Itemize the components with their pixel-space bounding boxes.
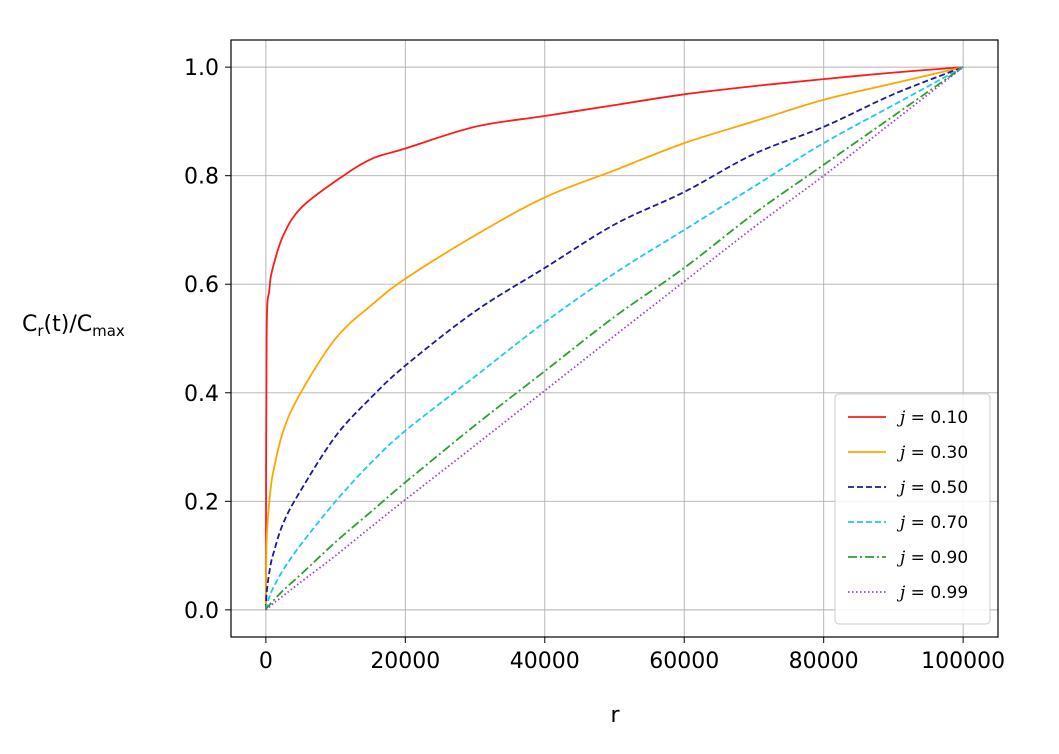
legend-item: j = 0.50: [848, 478, 968, 498]
x-tick-label: 20000: [370, 649, 440, 674]
y-axis-label: Cr(t)/Cmax: [22, 312, 125, 340]
y-tick-label: 0.0: [184, 599, 219, 624]
x-axis-label: r: [610, 703, 620, 728]
x-tick-label: 80000: [789, 649, 859, 674]
x-tick-label: 0: [259, 649, 273, 674]
legend: j = 0.10 j = 0.30 j = 0.50 j = 0.70 j = 0.90…: [834, 393, 991, 625]
y-tick-label: 1.0: [184, 56, 219, 81]
axis-ticks: 0 20000 40000 60000 80000 100000 0.0 0.2 0.4 0.6 0…: [184, 56, 1005, 674]
legend-label: j = 0.70: [896, 513, 968, 533]
grid: [231, 40, 998, 637]
series-line-5: [265, 66, 964, 611]
legend-label: j = 0.90: [896, 548, 968, 568]
series-line-3: [265, 66, 964, 610]
x-tick-label: 40000: [510, 649, 580, 674]
series-line-6: [265, 66, 964, 611]
legend-item: j = 0.99: [848, 583, 968, 603]
legend-label: j = 0.30: [896, 443, 968, 463]
legend-item: j = 0.90: [848, 548, 968, 568]
legend-label: j = 0.50: [896, 478, 968, 498]
legend-label: j = 0.10: [896, 408, 968, 428]
legend-label: j = 0.99: [896, 583, 968, 603]
legend-item: j = 0.10: [848, 408, 968, 428]
series-line-4: [265, 66, 964, 611]
y-tick-label: 0.4: [184, 382, 219, 407]
x-tick-label: 60000: [649, 649, 719, 674]
y-tick-label: 0.8: [184, 165, 219, 190]
x-tick-label: 100000: [921, 649, 1005, 674]
series-line-1: [265, 66, 964, 610]
legend-item: j = 0.70: [848, 513, 968, 533]
plot-lines: [265, 66, 964, 611]
series-line-2: [265, 66, 964, 610]
legend-item: j = 0.30: [848, 443, 968, 463]
y-tick-label: 0.6: [184, 273, 219, 298]
y-tick-label: 0.2: [184, 490, 219, 515]
plot-frame: [230, 39, 999, 638]
